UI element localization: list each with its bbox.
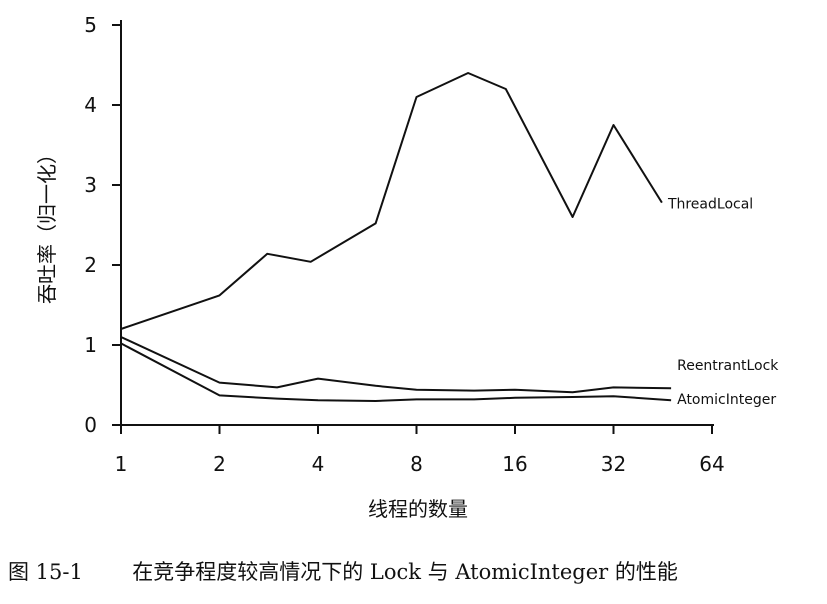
figure-caption: 图 15-1 在竞争程度较高情况下的 Lock 与 AtomicInteger … [0,556,827,586]
y-tick-label: 4 [84,93,97,117]
caption-text: 在竞争程度较高情况下的 Lock 与 AtomicInteger 的性能 [132,560,678,584]
line-threadlocal [120,72,663,330]
line-atomicinteger [120,342,672,402]
x-tick-label: 8 [410,452,423,476]
y-tick-label: 5 [84,13,97,37]
series-labels: ThreadLocal ReentrantLock AtomicInteger [667,197,779,409]
figure-number: 图 15-1 [8,560,83,584]
x-tick-label: 32 [601,452,626,476]
y-axis-label: 吞吐率（归一化） [35,144,59,304]
label-threadlocal: ThreadLocal [667,197,753,213]
label-atomicinteger: AtomicInteger [677,392,776,408]
y-tick-label: 0 [84,413,97,437]
x-tick-label: 2 [213,452,226,476]
x-tick-label: 1 [115,452,128,476]
x-axis-label: 线程的数量 [368,497,468,521]
x-tick-label: 16 [502,452,527,476]
y-tick-label: 2 [84,253,97,277]
x-tick-label: 64 [699,452,724,476]
x-tick-label: 4 [312,452,325,476]
y-tick-label: 1 [84,333,97,357]
series-lines [120,72,672,402]
y-tick-label: 3 [84,173,97,197]
axes [120,20,714,426]
line-reentrantlock [120,336,672,394]
label-reentrantlock: ReentrantLock [677,358,779,374]
